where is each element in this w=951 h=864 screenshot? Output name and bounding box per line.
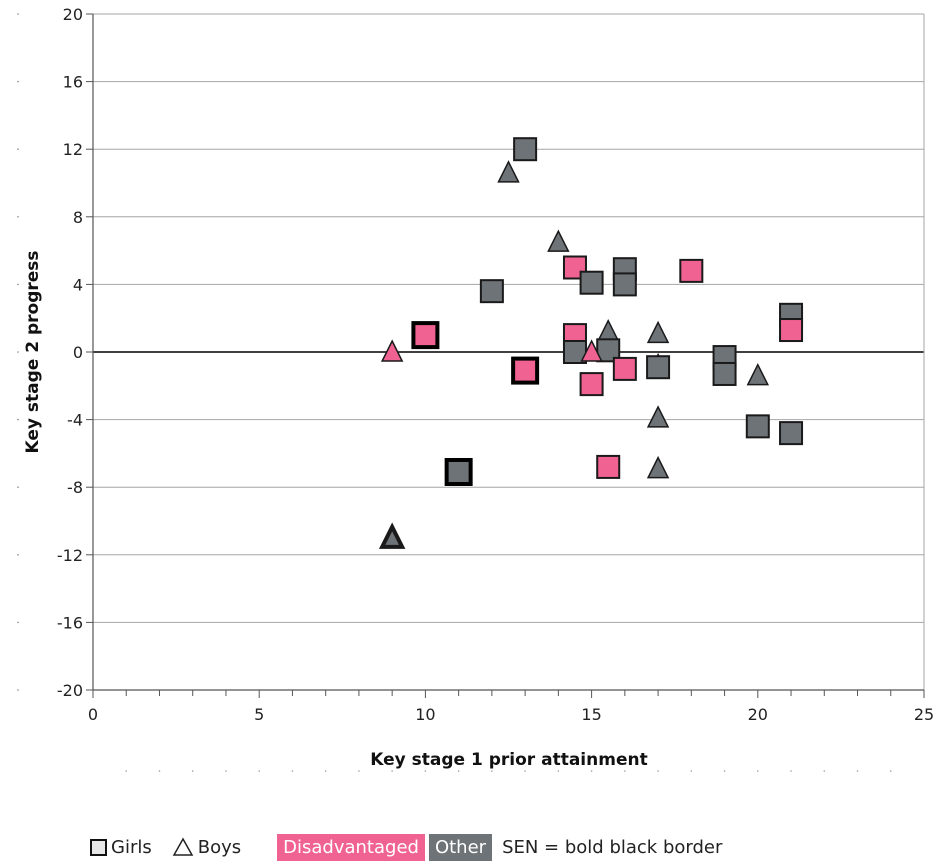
axes (86, 13, 925, 698)
x-guide-dot (258, 770, 261, 772)
x-guide-dot (624, 770, 626, 772)
y-guide-dot (17, 486, 19, 489)
y-tick-label: -12 (57, 546, 83, 565)
y-tick-label: 0 (73, 343, 83, 362)
boy-point-sen (378, 522, 406, 549)
x-guide-dot (524, 770, 526, 772)
y-tick-label: -8 (67, 478, 83, 497)
x-guide-dot (590, 770, 593, 772)
y-guide-dot (17, 148, 19, 150)
y-guide-dot (17, 283, 19, 286)
y-guide-dot (17, 13, 19, 15)
boy-point (497, 160, 520, 183)
x-tick-label: 0 (88, 705, 98, 724)
gridlines (17, 13, 924, 772)
y-tick-label: 12 (63, 140, 83, 159)
triangle-icon (172, 837, 194, 856)
square-icon (90, 838, 107, 856)
y-tick-label: -4 (67, 411, 83, 430)
x-guide-dot (657, 770, 659, 772)
y-guide-dot (17, 621, 19, 624)
x-tick-label: 5 (254, 705, 264, 724)
x-tick-label: 10 (415, 705, 435, 724)
girl-point (596, 338, 621, 363)
y-guide-dot (17, 80, 19, 83)
x-guide-dot (191, 770, 194, 772)
y-tick-label: -20 (57, 681, 83, 700)
y-guide-dot (17, 418, 19, 421)
x-guide-dot (790, 770, 792, 772)
scatter-plot: 20 16 12 8 4 0 -4 -8 -12 -16 -20 0 5 10 15 20 25 Key sta… (17, 5, 934, 772)
girl-point (596, 454, 621, 479)
legend-boys-label: Boys (197, 836, 242, 858)
x-tick-label: 20 (748, 705, 768, 724)
x-guide-dot (723, 770, 726, 772)
x-guide-dot (158, 770, 161, 772)
girl-point (612, 272, 637, 297)
girl-point (479, 279, 504, 304)
legend-sen-note: SEN = bold black border (502, 836, 723, 858)
boy-point (597, 319, 620, 342)
x-tick-label: 25 (914, 705, 934, 724)
x-guide-dot (690, 770, 693, 772)
girl-point (612, 356, 637, 381)
y-guide-dot (17, 216, 19, 218)
y-tick-label: 20 (63, 5, 83, 24)
boy-point (746, 362, 770, 386)
boy-point (547, 229, 570, 252)
girl-point (779, 318, 804, 343)
y-tick-label: 4 (73, 275, 83, 294)
x-guide-dot (457, 770, 460, 772)
x-guide-dot (757, 770, 759, 772)
x-guide-dot (225, 770, 227, 772)
boy-point (646, 320, 670, 344)
x-guide-dot (889, 770, 892, 772)
data-points (378, 137, 804, 549)
girl-point-sen (411, 321, 440, 350)
x-guide-dot (823, 770, 826, 772)
legend-boys: Boys (172, 837, 241, 858)
legend-girls: Girls (90, 837, 152, 858)
boy-point (380, 339, 404, 362)
girl-point (779, 421, 804, 446)
x-axis-title: Key stage 1 prior attainment (370, 750, 647, 770)
girl-point (513, 137, 538, 162)
girl-point-sen (511, 356, 540, 385)
x-guide-dot (557, 770, 560, 772)
x-tick-label: 15 (581, 705, 601, 724)
girl-point (712, 361, 737, 386)
girl-point (745, 414, 770, 439)
x-guide-dot (424, 770, 427, 772)
girl-point (646, 355, 671, 380)
y-guide-dot (17, 689, 19, 691)
girl-point (579, 372, 604, 397)
legend-other: Other (428, 833, 493, 861)
y-tick-label: -16 (57, 613, 83, 632)
girl-point (579, 270, 604, 295)
legend-disadvantaged: Disadvantaged (277, 833, 425, 861)
x-guide-dot (856, 770, 859, 772)
y-guide-dot (17, 351, 19, 353)
girl-point (679, 258, 704, 283)
y-tick-label: 8 (73, 208, 83, 227)
x-guide-dot (491, 770, 493, 772)
boy-point (646, 405, 670, 428)
y-tick-label: 16 (63, 73, 83, 92)
legend-girls-label: Girls (111, 836, 152, 858)
tick-labels: 20 16 12 8 4 0 -4 -8 -12 -16 -20 0 5 10 15 20 25 (57, 5, 934, 724)
boy-point (646, 455, 670, 479)
x-guide-dot (324, 770, 327, 772)
y-guide-dot (17, 554, 19, 556)
x-guide-dot (125, 770, 128, 772)
y-axis-title: Key stage 2 progress (23, 250, 43, 453)
boy-point (580, 339, 603, 362)
x-guide-dot (391, 770, 393, 772)
x-guide-dot (358, 770, 360, 772)
girl-point-sen (444, 457, 473, 486)
legend: Girls Boys Disadvantaged Other SEN = bol… (90, 830, 722, 864)
x-guide-dot (291, 770, 294, 772)
